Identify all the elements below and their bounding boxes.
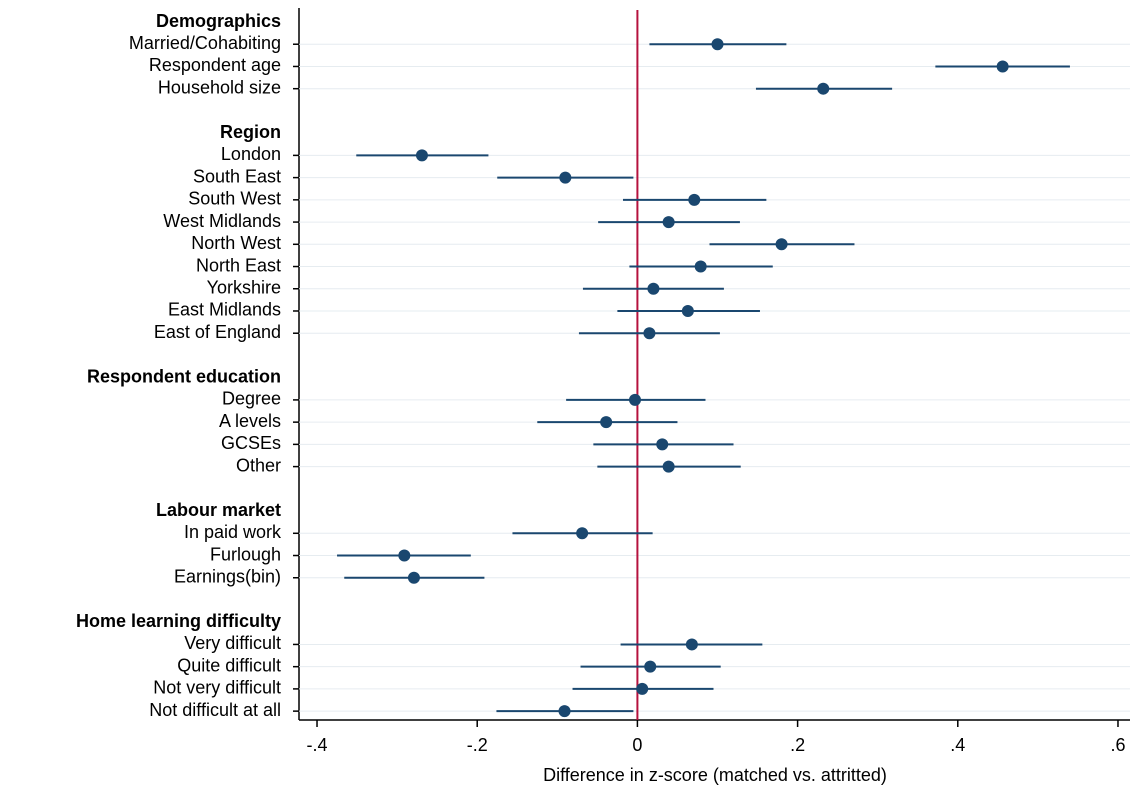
point xyxy=(996,60,1009,73)
y-tick-label: Not difficult at all xyxy=(149,700,281,720)
x-tick-label: 0 xyxy=(632,735,642,755)
point xyxy=(398,549,411,562)
x-tick-label: .6 xyxy=(1110,735,1125,755)
y-tick-label: South West xyxy=(188,189,281,209)
y-tick-label: North East xyxy=(196,255,281,275)
y-tick-label: South East xyxy=(193,166,281,186)
y-tick-label: West Midlands xyxy=(163,211,281,231)
y-tick-label: Respondent age xyxy=(149,55,281,75)
x-axis-label: Difference in z-score (matched vs. attri… xyxy=(543,765,887,785)
point xyxy=(415,149,428,162)
y-tick-label: Household size xyxy=(158,77,281,97)
x-tick-label: .2 xyxy=(790,735,805,755)
y-tick-label: A levels xyxy=(219,411,281,431)
point xyxy=(636,682,649,695)
y-tick-label: Other xyxy=(236,455,281,475)
x-tick-label: -.4 xyxy=(307,735,328,755)
y-tick-label: East of England xyxy=(154,322,281,342)
point xyxy=(688,193,701,206)
point xyxy=(711,38,724,51)
group-header: Respondent education xyxy=(87,366,281,386)
group-header: Labour market xyxy=(156,500,281,520)
y-tick-label: Furlough xyxy=(210,544,281,564)
point xyxy=(643,327,656,340)
y-tick-label: Degree xyxy=(222,389,281,409)
point xyxy=(600,416,613,429)
point xyxy=(576,527,589,540)
y-tick-label: In paid work xyxy=(184,522,282,542)
y-tick-label: Not very difficult xyxy=(153,678,281,698)
point xyxy=(817,82,830,95)
point xyxy=(775,238,788,251)
y-tick-label: East Midlands xyxy=(168,300,281,320)
point xyxy=(644,660,657,673)
point xyxy=(662,460,675,473)
group-header: Region xyxy=(220,122,281,142)
group-header: Home learning difficulty xyxy=(76,611,281,631)
y-tick-label: Very difficult xyxy=(184,633,281,653)
point xyxy=(694,260,707,273)
y-tick-label: Yorkshire xyxy=(207,278,281,298)
point xyxy=(681,304,694,317)
point xyxy=(656,438,669,451)
y-tick-label: Married/Cohabiting xyxy=(129,33,281,53)
point xyxy=(647,282,660,295)
x-tick-label: .4 xyxy=(950,735,965,755)
group-header: Demographics xyxy=(156,11,281,31)
x-tick-label: -.2 xyxy=(467,735,488,755)
point xyxy=(558,705,571,718)
y-tick-label: North West xyxy=(191,233,281,253)
y-tick-label: London xyxy=(221,144,281,164)
point xyxy=(685,638,698,651)
y-tick-label: Earnings(bin) xyxy=(174,567,281,587)
point xyxy=(407,571,420,584)
y-tick-label: Quite difficult xyxy=(177,655,281,675)
point xyxy=(662,216,675,229)
y-tick-label: GCSEs xyxy=(221,433,281,453)
point xyxy=(559,171,572,184)
point xyxy=(629,393,642,406)
